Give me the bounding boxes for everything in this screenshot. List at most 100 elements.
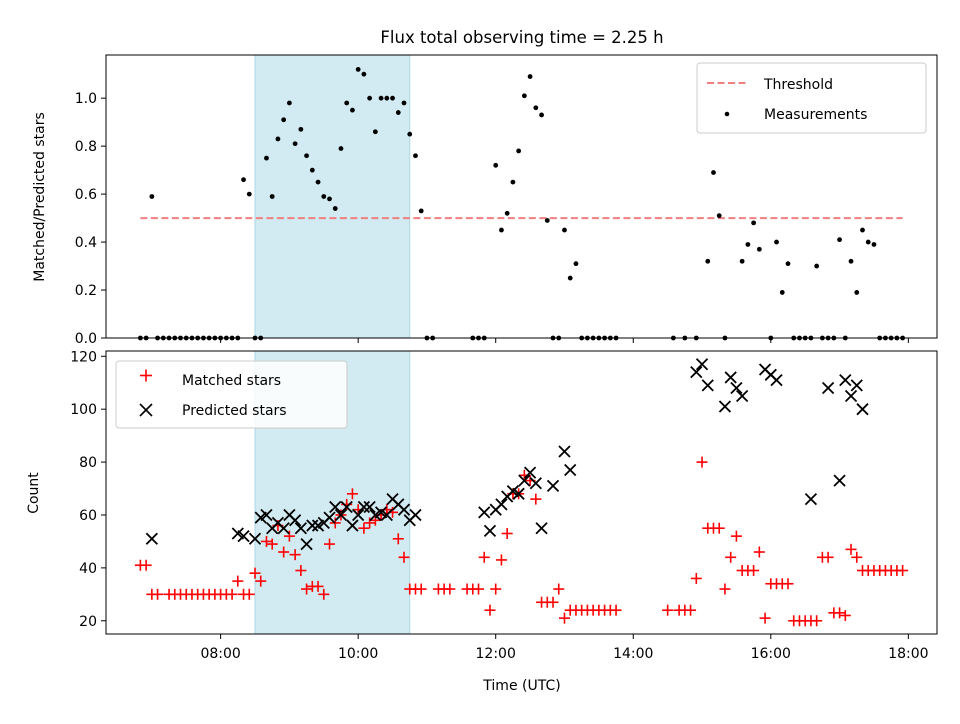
predicted-star-point xyxy=(546,479,560,493)
matched-star-point xyxy=(851,551,863,563)
measurement-point xyxy=(756,246,762,252)
predicted-star-point xyxy=(277,522,290,535)
top-y-axis-label: Matched/Predicted stars xyxy=(32,112,48,282)
bottom-y-tick-label: 20 xyxy=(79,614,97,630)
matched-star-point xyxy=(312,580,324,592)
measurement-point xyxy=(350,107,355,113)
matched-star-point xyxy=(358,522,370,534)
bottom-legend: Matched stars Predicted stars xyxy=(115,360,348,429)
top-chart-title: Flux total observing time = 2.25 h xyxy=(380,28,663,47)
predicted-star-point xyxy=(724,371,737,384)
highlight-band xyxy=(254,54,411,339)
matched-star-point xyxy=(834,607,846,619)
matched-star-point xyxy=(249,567,261,579)
predicted-star-point xyxy=(856,403,869,416)
matched-star-point xyxy=(283,530,295,542)
matched-star-point xyxy=(346,488,358,500)
matched-star-point xyxy=(725,551,737,563)
legend-matched-label: Matched stars xyxy=(182,373,281,389)
measurement-point xyxy=(779,290,785,295)
legend-predicted-label: Predicted stars xyxy=(182,403,287,419)
x-tick-label: 08:00 xyxy=(200,646,240,662)
matched-star-point xyxy=(501,527,513,539)
measurement-point xyxy=(269,194,275,199)
predicted-star-point xyxy=(518,474,531,487)
predicted-star-point xyxy=(346,519,359,532)
measurement-point xyxy=(344,100,350,106)
measurement-point xyxy=(562,227,567,233)
matched-star-point xyxy=(301,583,313,595)
predicted-star-point xyxy=(495,498,508,511)
predicted-star-point xyxy=(821,381,835,395)
matched-star-point xyxy=(730,530,742,542)
bottom-x-axis: 08:00 10:00 12:00 14:00 16:00 18:00 xyxy=(200,634,929,662)
measurement-point xyxy=(378,95,384,101)
measurement-point xyxy=(499,227,504,233)
top-y-tick-label: 1.0 xyxy=(75,91,97,107)
x-tick-label: 16:00 xyxy=(751,646,791,662)
predicted-star-point xyxy=(730,381,743,395)
predicted-star-point xyxy=(306,519,319,532)
measurement-point xyxy=(521,93,527,99)
predicted-star-point xyxy=(701,379,714,392)
predicted-star-point xyxy=(340,500,353,514)
bottom-y-tick-label: 100 xyxy=(70,402,97,418)
bottom-plot-frame xyxy=(105,350,938,635)
matched-star-point xyxy=(278,546,290,558)
top-data-layer xyxy=(137,66,906,341)
legend-matched-swatch xyxy=(140,369,152,382)
matched-star-point xyxy=(610,604,622,616)
predicted-star-point xyxy=(288,514,302,527)
measurement-point xyxy=(384,95,390,101)
predicted-star-point xyxy=(844,389,858,403)
measurement-point xyxy=(837,237,842,243)
predicted-star-point xyxy=(718,400,732,413)
measurement-point xyxy=(848,258,854,264)
bottom-y-axis: 20 40 60 80 100 120 xyxy=(70,349,106,630)
measurement-point xyxy=(716,213,722,219)
measurement-point xyxy=(309,167,315,173)
top-y-tick-label: 0.0 xyxy=(75,331,97,347)
measurement-point xyxy=(860,227,865,233)
top-highlight-band-layer xyxy=(254,54,411,339)
bottom-y-axis-label: Count xyxy=(26,472,42,514)
measurement-point xyxy=(544,218,550,223)
measurement-point xyxy=(785,261,791,267)
top-legend-box xyxy=(696,62,927,134)
predicted-star-point xyxy=(839,373,852,387)
matched-star-point xyxy=(243,588,255,600)
measurement-point xyxy=(745,242,751,247)
matched-star-point xyxy=(782,578,794,590)
matched-star-point xyxy=(364,517,376,529)
predicted-star-point xyxy=(363,500,376,514)
predicted-star-point xyxy=(352,508,365,522)
matched-star-point xyxy=(558,612,570,624)
matched-star-point xyxy=(318,588,330,600)
predicted-star-point xyxy=(804,492,818,506)
bottom-panel: 20 40 60 80 100 120 08:00 10:00 12:00 14:00 16:00… xyxy=(26,349,938,694)
matched-star-point xyxy=(329,517,341,529)
matched-star-point xyxy=(753,546,765,558)
measurement-point xyxy=(361,71,367,77)
legend-measurements-label: Measurements xyxy=(764,107,867,123)
matched-star-point xyxy=(811,615,823,627)
measurement-point xyxy=(395,110,401,115)
matched-star-point xyxy=(478,551,490,563)
matched-star-point xyxy=(845,543,857,555)
matched-star-point xyxy=(547,596,559,608)
top-y-tick-label: 0.8 xyxy=(75,139,97,155)
predicted-star-point xyxy=(850,379,863,392)
measurement-point xyxy=(527,74,533,79)
measurement-point xyxy=(711,170,716,175)
matched-star-point xyxy=(897,565,909,577)
measurement-point xyxy=(390,95,395,101)
predicted-star-point xyxy=(558,445,571,458)
matched-star-point xyxy=(415,583,427,595)
measurement-point xyxy=(493,162,499,168)
predicted-star-point xyxy=(770,373,783,387)
matched-star-point xyxy=(495,554,507,566)
matched-star-point xyxy=(473,583,485,595)
x-tick-label: 12:00 xyxy=(476,646,516,662)
measurement-point xyxy=(332,206,338,211)
measurement-point xyxy=(264,155,269,161)
